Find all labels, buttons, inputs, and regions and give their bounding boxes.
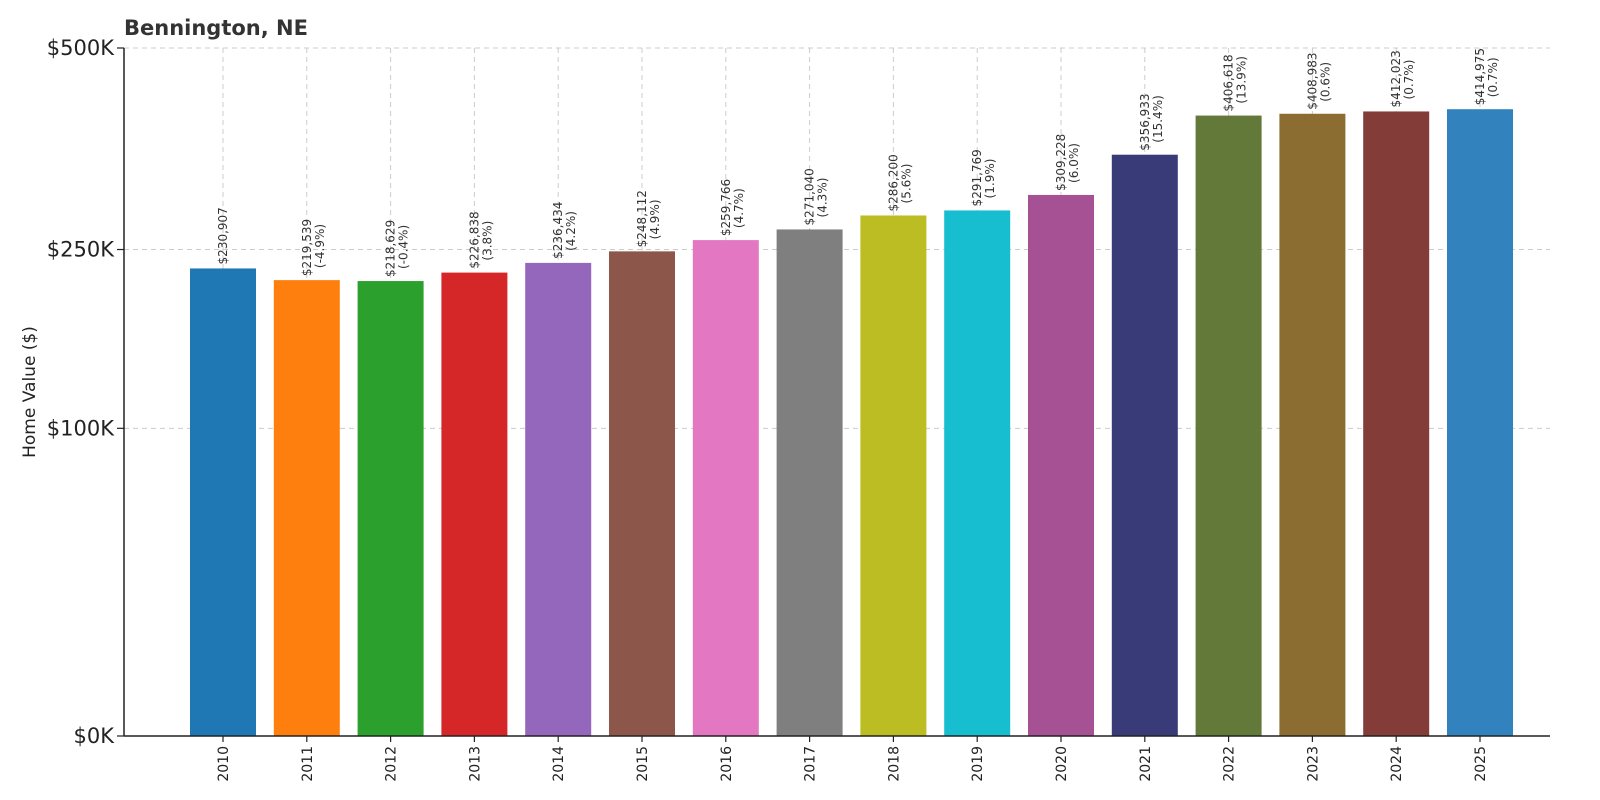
data-label-change: (4.7%) (732, 188, 746, 228)
data-label-change: (5.6%) (899, 164, 913, 204)
data-label-change: (4.2%) (564, 211, 578, 251)
bar-2019 (944, 210, 1011, 736)
data-label-change: (1.9%) (983, 159, 997, 199)
bar-2021 (1111, 154, 1178, 737)
data-label-value: $291,769 (970, 149, 984, 206)
x-tick-label: 2023 (1305, 746, 1321, 782)
bar-2013 (441, 272, 508, 736)
x-tick-label: 2018 (886, 746, 902, 782)
x-tick-label: 2022 (1222, 746, 1238, 782)
bar-2014 (525, 262, 592, 736)
data-label-value: $230,907 (216, 207, 230, 264)
y-tick-label: $250K (47, 238, 115, 262)
bar-2018 (860, 215, 927, 736)
bar-2015 (609, 251, 675, 736)
x-tick-label: 2025 (1473, 746, 1489, 782)
data-label-value: $412,023 (1389, 50, 1403, 107)
x-tick-label: 2017 (803, 746, 819, 782)
y-tick-label: $100K (47, 416, 115, 440)
data-label-change: (0.7%) (1486, 57, 1500, 97)
data-label-value: $309,228 (1054, 134, 1068, 191)
x-tick-label: 2024 (1389, 746, 1405, 782)
data-label-value: $218,629 (384, 220, 398, 277)
x-tick-label: 2013 (467, 746, 483, 782)
data-label-value: $219,539 (300, 219, 314, 276)
data-label-value: $248,112 (635, 190, 649, 247)
x-tick-label: 2011 (300, 746, 316, 782)
x-tick-label: 2012 (384, 746, 400, 782)
data-label-value: $356,933 (1138, 93, 1152, 150)
bar-2020 (1028, 194, 1094, 736)
data-label-value: $226,838 (467, 211, 481, 268)
data-label-value: $286,200 (886, 154, 900, 211)
y-tick-label: $500K (47, 36, 115, 60)
chart-title: Bennington, NE (124, 16, 308, 40)
data-label-value: $271,040 (803, 168, 817, 225)
data-label-change: (15.4%) (1151, 95, 1165, 142)
x-tick-label: 2019 (970, 746, 986, 782)
bar-2017 (776, 229, 843, 736)
x-tick-label: 2020 (1054, 746, 1070, 782)
data-label-value: $408,983 (1305, 52, 1319, 109)
data-label-change: (0.6%) (1318, 62, 1332, 102)
data-label-value: $406,618 (1222, 54, 1236, 111)
y-tick-label: $0K (74, 724, 116, 748)
bar-2023 (1279, 113, 1346, 736)
data-label-change: (0.7%) (1402, 60, 1416, 100)
data-label-value: $236,434 (551, 202, 565, 259)
data-label-value: $259,766 (719, 179, 733, 236)
bar-2025 (1447, 109, 1513, 736)
data-label-change: (4.9%) (648, 199, 662, 239)
bar-2010 (190, 268, 256, 736)
bar-2016 (692, 240, 759, 736)
y-axis-title: Home Value ($) (20, 326, 40, 458)
x-tick-label: 2010 (216, 746, 232, 782)
x-tick-label: 2016 (719, 746, 735, 782)
x-tick-label: 2021 (1138, 746, 1154, 782)
data-label-change: (3.8%) (480, 221, 494, 261)
x-tick-label: 2015 (635, 746, 651, 782)
bar-2024 (1363, 111, 1430, 736)
data-label-change: (4.3%) (816, 178, 830, 218)
data-label-change: (6.0%) (1067, 143, 1081, 183)
data-label-change: (-4.9%) (313, 224, 327, 268)
bar-2022 (1195, 115, 1262, 737)
data-label-change: (13.9%) (1235, 56, 1249, 103)
data-label-value: $414,975 (1473, 48, 1487, 105)
data-label-change: (-0.4%) (397, 225, 411, 269)
bar-2012 (357, 281, 424, 736)
bar-2011 (273, 280, 340, 736)
x-tick-label: 2014 (551, 746, 567, 782)
